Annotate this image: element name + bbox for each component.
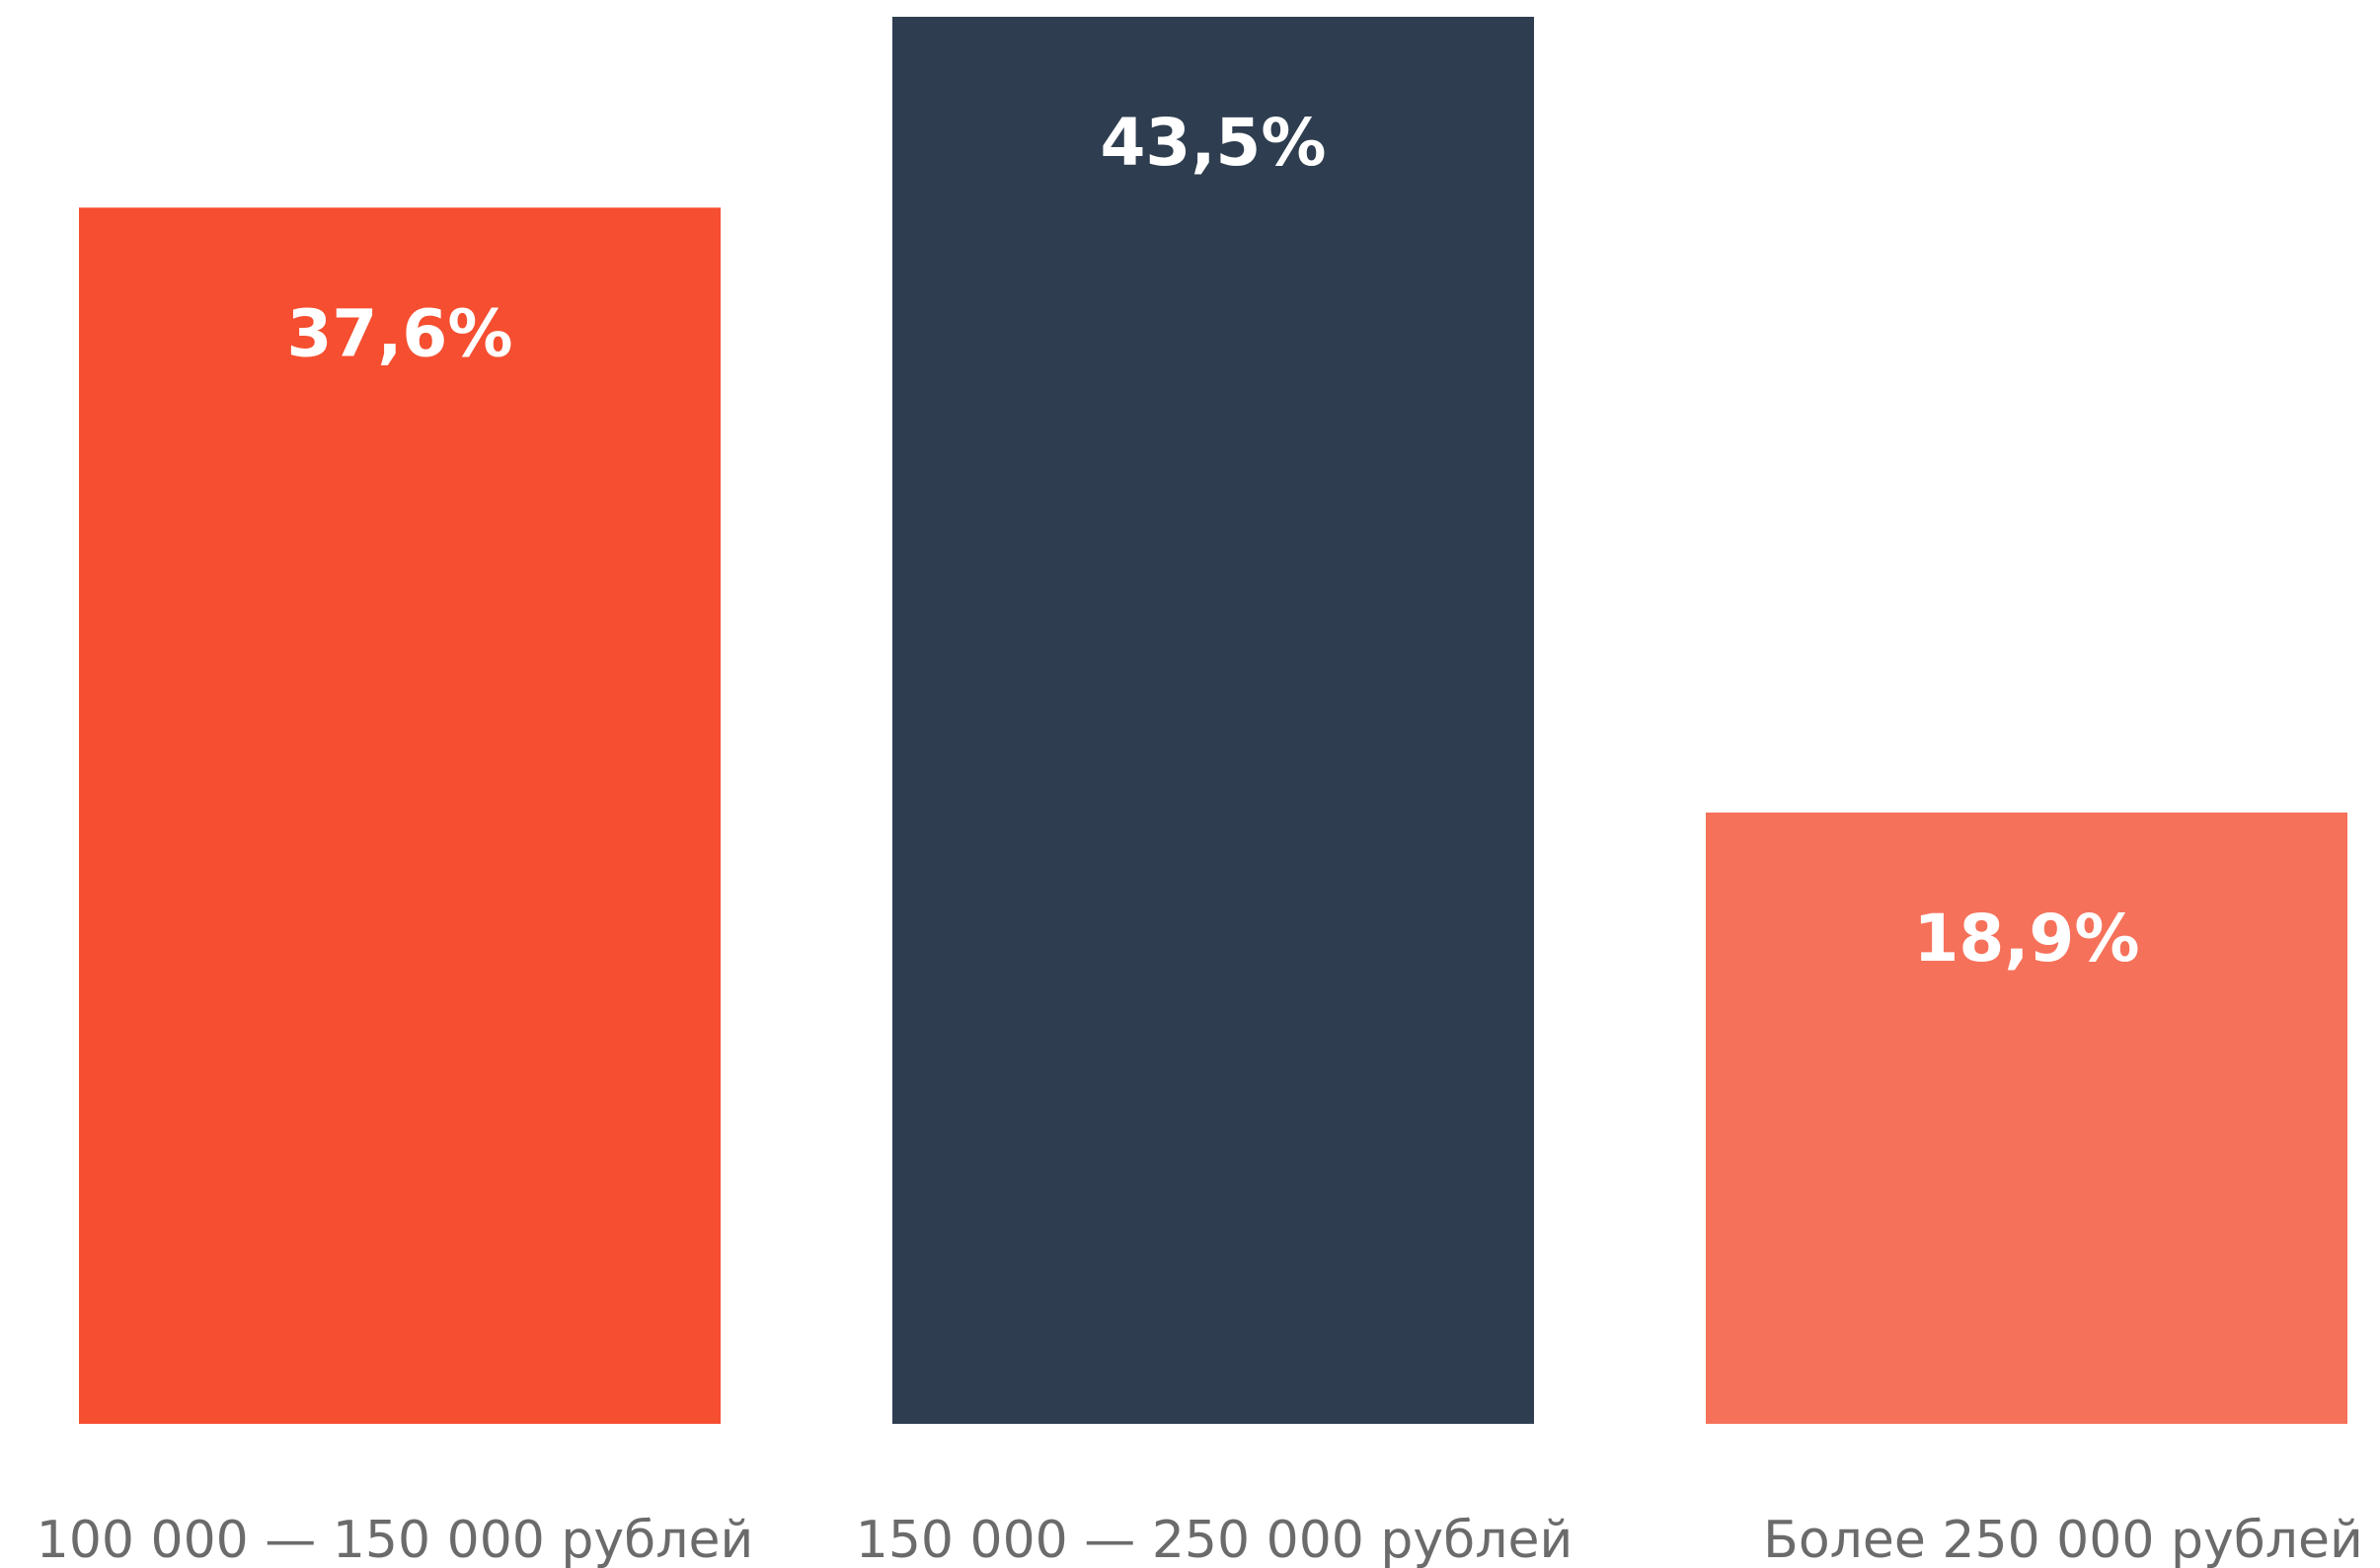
category-labels-group: 100 000 — 150 000 рублей 150 000 — 250 00… xyxy=(37,1511,2363,1568)
bar-value-label-1: 37,6% xyxy=(287,295,513,371)
bars-group xyxy=(79,17,2347,1424)
value-labels-group: 37,6% 43,5% 18,9% xyxy=(287,105,2140,977)
category-label-3: Более 250 000 рублей xyxy=(1763,1511,2363,1568)
bar-1 xyxy=(79,207,721,1424)
bar-2 xyxy=(892,17,1534,1424)
bar-value-label-2: 43,5% xyxy=(1101,105,1327,181)
bar-3 xyxy=(1706,812,2347,1424)
category-label-2: 150 000 — 250 000 рублей xyxy=(856,1511,1574,1568)
category-label-1: 100 000 — 150 000 рублей xyxy=(37,1511,754,1568)
bar-value-label-3: 18,9% xyxy=(1914,901,2140,977)
